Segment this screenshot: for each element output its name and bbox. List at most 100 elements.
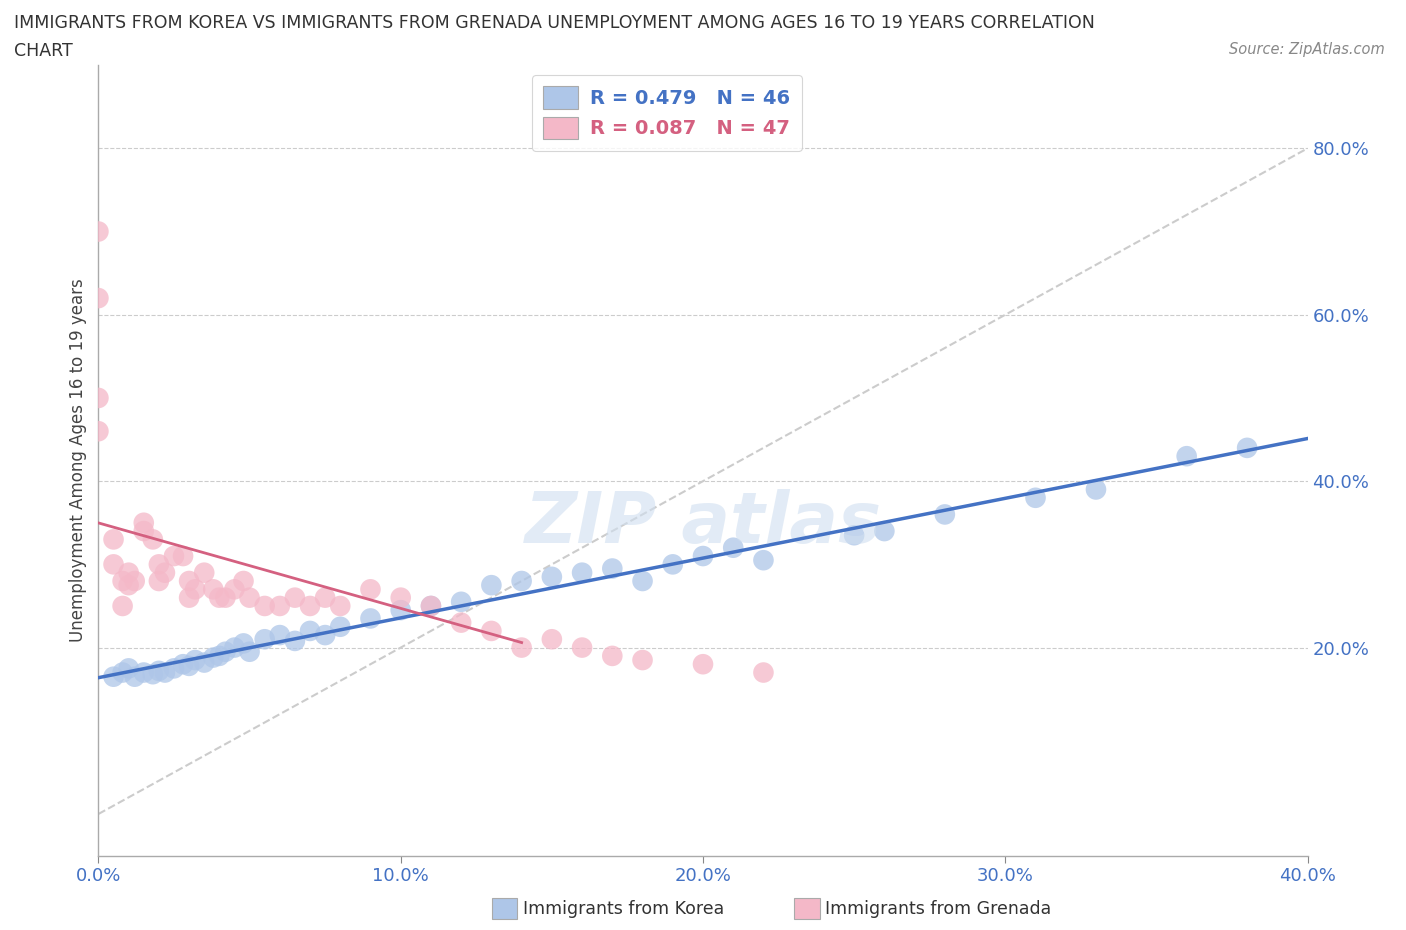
Point: [111, 599, 134, 614]
Point: [142, 667, 165, 682]
Text: Source: ZipAtlas.com: Source: ZipAtlas.com: [1229, 42, 1385, 57]
Point: [284, 633, 307, 648]
Point: [111, 574, 134, 589]
Point: [661, 557, 683, 572]
Point: [450, 594, 472, 609]
Point: [510, 574, 533, 589]
Point: [232, 636, 254, 651]
Point: [142, 532, 165, 547]
Text: Immigrants from Grenada: Immigrants from Grenada: [825, 899, 1052, 918]
Point: [239, 591, 262, 605]
Point: [184, 653, 207, 668]
Point: [752, 552, 775, 567]
Text: IMMIGRANTS FROM KOREA VS IMMIGRANTS FROM GRENADA UNEMPLOYMENT AMONG AGES 16 TO 1: IMMIGRANTS FROM KOREA VS IMMIGRANTS FROM…: [14, 14, 1095, 32]
Point: [360, 611, 382, 626]
Point: [193, 655, 215, 670]
Point: [118, 661, 141, 676]
Point: [481, 578, 503, 592]
Point: [360, 582, 382, 597]
Point: [202, 582, 225, 597]
Point: [124, 574, 146, 589]
Point: [132, 665, 155, 680]
Point: [239, 644, 262, 659]
Point: [148, 574, 170, 589]
Point: [752, 665, 775, 680]
Point: [103, 670, 125, 684]
Point: [179, 658, 201, 673]
Point: [148, 663, 170, 678]
Point: [153, 565, 176, 580]
Point: [314, 628, 336, 643]
Point: [148, 557, 170, 572]
Point: [163, 549, 186, 564]
Point: [510, 640, 533, 655]
Point: [132, 524, 155, 538]
Text: ZIP atlas: ZIP atlas: [524, 489, 882, 558]
Point: [87, 291, 110, 306]
Point: [103, 557, 125, 572]
Point: [692, 549, 714, 564]
Point: [723, 540, 745, 555]
Point: [602, 648, 624, 663]
Point: [934, 507, 956, 522]
Point: [269, 628, 291, 643]
Point: [253, 599, 276, 614]
Point: [299, 623, 322, 638]
Point: [124, 670, 146, 684]
Point: [193, 565, 215, 580]
Point: [1175, 449, 1198, 464]
Point: [571, 640, 593, 655]
Point: [329, 599, 352, 614]
Point: [420, 599, 443, 614]
Point: [571, 565, 593, 580]
Text: CHART: CHART: [14, 42, 73, 60]
Point: [1236, 441, 1258, 456]
Point: [420, 599, 443, 614]
Point: [284, 591, 307, 605]
Point: [269, 599, 291, 614]
Point: [208, 591, 231, 605]
Point: [208, 648, 231, 663]
Point: [214, 591, 236, 605]
Point: [481, 623, 503, 638]
Point: [87, 391, 110, 405]
Point: [540, 631, 562, 646]
Point: [172, 549, 194, 564]
Point: [540, 569, 562, 584]
Point: [202, 650, 225, 665]
Point: [450, 615, 472, 630]
Point: [87, 424, 110, 439]
Point: [1085, 482, 1108, 497]
Point: [224, 582, 246, 597]
Point: [179, 591, 201, 605]
Point: [631, 574, 654, 589]
Y-axis label: Unemployment Among Ages 16 to 19 years: Unemployment Among Ages 16 to 19 years: [69, 278, 87, 643]
Point: [1024, 490, 1046, 505]
Point: [87, 224, 110, 239]
Point: [844, 528, 866, 543]
Point: [389, 591, 412, 605]
Point: [602, 561, 624, 576]
Point: [214, 644, 236, 659]
Point: [132, 515, 155, 530]
Point: [253, 631, 276, 646]
Point: [118, 578, 141, 592]
Point: [111, 665, 134, 680]
Point: [179, 574, 201, 589]
Point: [314, 591, 336, 605]
Point: [232, 574, 254, 589]
Point: [389, 603, 412, 618]
Point: [329, 619, 352, 634]
Point: [873, 524, 896, 538]
Legend: R = 0.479   N = 46, R = 0.087   N = 47: R = 0.479 N = 46, R = 0.087 N = 47: [531, 74, 801, 151]
Point: [224, 640, 246, 655]
Point: [163, 661, 186, 676]
Point: [153, 665, 176, 680]
Point: [631, 653, 654, 668]
Point: [172, 657, 194, 671]
Text: Immigrants from Korea: Immigrants from Korea: [523, 899, 724, 918]
Point: [184, 582, 207, 597]
Point: [299, 599, 322, 614]
Point: [692, 657, 714, 671]
Point: [118, 565, 141, 580]
